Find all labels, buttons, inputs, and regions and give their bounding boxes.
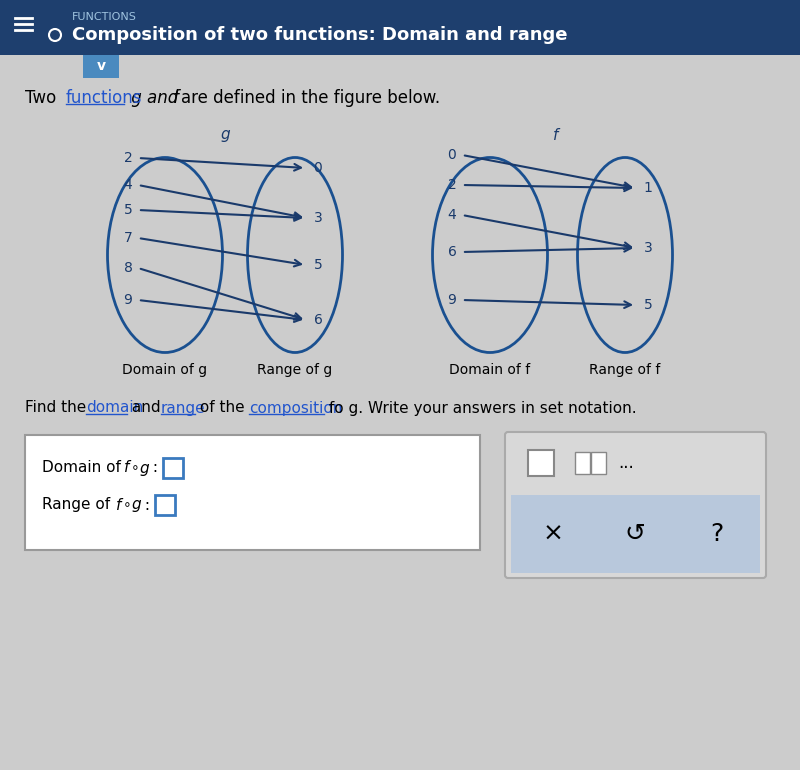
Text: 4: 4 — [124, 178, 132, 192]
Text: Range of f: Range of f — [590, 363, 661, 377]
Text: g: g — [140, 460, 150, 476]
FancyBboxPatch shape — [83, 55, 119, 78]
FancyBboxPatch shape — [25, 435, 480, 550]
Text: ∘: ∘ — [123, 498, 132, 512]
Text: are defined in the figure below.: are defined in the figure below. — [181, 89, 440, 107]
Text: functions: functions — [66, 89, 142, 107]
Text: 5: 5 — [644, 298, 652, 312]
Text: composition: composition — [250, 400, 342, 416]
FancyBboxPatch shape — [591, 452, 606, 474]
Text: 6: 6 — [447, 245, 457, 259]
Text: 6: 6 — [314, 313, 322, 327]
Text: and: and — [127, 400, 166, 416]
Text: fo g. Write your answers in set notation.: fo g. Write your answers in set notation… — [324, 400, 637, 416]
Text: 3: 3 — [644, 241, 652, 255]
FancyBboxPatch shape — [163, 458, 183, 478]
Text: 7: 7 — [124, 231, 132, 245]
Text: 2: 2 — [124, 151, 132, 165]
Text: FUNCTIONS: FUNCTIONS — [72, 12, 137, 22]
Text: g: g — [132, 497, 142, 513]
Text: 3: 3 — [314, 211, 322, 225]
Text: Domain of g: Domain of g — [122, 363, 207, 377]
FancyBboxPatch shape — [511, 495, 760, 573]
Text: 8: 8 — [123, 261, 133, 275]
FancyBboxPatch shape — [155, 495, 175, 515]
Text: domain: domain — [86, 400, 143, 416]
Text: f: f — [173, 89, 179, 107]
Text: 9: 9 — [123, 293, 133, 307]
Text: 5: 5 — [314, 258, 322, 272]
Text: ∘: ∘ — [131, 461, 140, 475]
Text: Domain of: Domain of — [42, 460, 126, 476]
Text: 1: 1 — [643, 181, 653, 195]
FancyBboxPatch shape — [528, 450, 554, 476]
Text: 9: 9 — [447, 293, 457, 307]
Text: g: g — [220, 128, 230, 142]
Text: range: range — [161, 400, 206, 416]
Text: of the: of the — [195, 400, 250, 416]
FancyBboxPatch shape — [0, 0, 800, 55]
FancyBboxPatch shape — [575, 452, 590, 474]
Text: v: v — [97, 59, 106, 73]
Text: Find the: Find the — [25, 400, 91, 416]
Text: 2: 2 — [448, 178, 456, 192]
Text: 0: 0 — [448, 148, 456, 162]
Text: ...: ... — [618, 454, 634, 472]
Text: 5: 5 — [124, 203, 132, 217]
Text: Two: Two — [25, 89, 62, 107]
Text: 4: 4 — [448, 208, 456, 222]
Text: 0: 0 — [314, 161, 322, 175]
Text: Range of g: Range of g — [258, 363, 333, 377]
Text: Domain of f: Domain of f — [450, 363, 530, 377]
FancyBboxPatch shape — [505, 432, 766, 578]
Text: Range of: Range of — [42, 497, 115, 513]
Text: :: : — [148, 460, 158, 476]
Text: ×: × — [542, 522, 563, 546]
Text: :: : — [140, 497, 150, 513]
Text: g and: g and — [126, 89, 183, 107]
Text: f: f — [116, 497, 122, 513]
Text: f: f — [554, 128, 558, 142]
Text: ↺: ↺ — [625, 522, 646, 546]
Text: f: f — [124, 460, 130, 476]
Text: ?: ? — [710, 522, 724, 546]
Text: Composition of two functions: Domain and range: Composition of two functions: Domain and… — [72, 26, 567, 44]
